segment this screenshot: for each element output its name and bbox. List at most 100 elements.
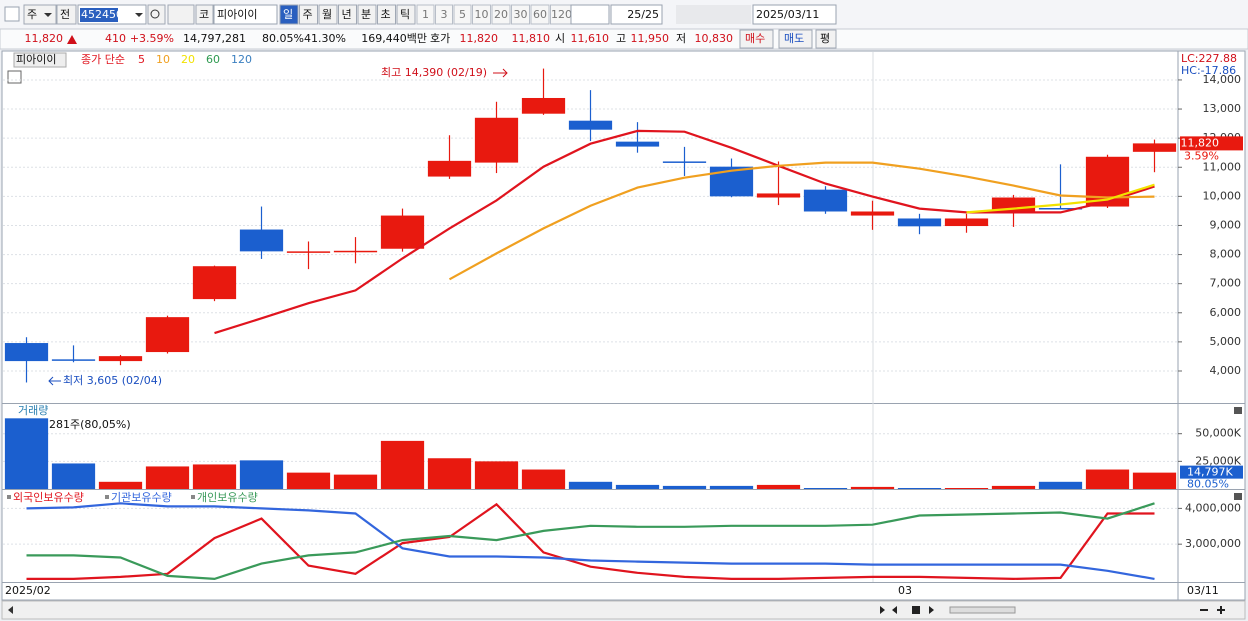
period-button[interactable] [377,4,396,25]
volume-bar [803,488,848,489]
zoom-slider[interactable] [949,606,1016,614]
candle-body [239,229,284,252]
volume-bar [991,485,1036,489]
buy-button[interactable] [739,29,774,49]
x-tick-label: 2025/02 [5,584,51,597]
select[interactable] [570,4,610,25]
candle-body [568,120,613,130]
sound-button[interactable] [167,4,195,25]
period-button[interactable] [279,4,299,25]
candle-body [145,317,190,353]
number-button[interactable] [511,4,530,25]
candle-body [474,117,519,163]
period-label: 월 [322,8,332,21]
candle-body [192,266,237,300]
candle-body [897,218,942,227]
sell: 매도 [784,32,804,45]
volume-bar [850,486,895,489]
y-tick-label: 10,000 [1203,189,1242,202]
market: 코 [199,8,209,21]
calc-icon[interactable] [7,70,22,84]
chart-title: 피아이이 [16,53,56,66]
period-label: 초 [381,8,391,21]
candle-body [380,215,425,249]
market-button[interactable] [195,4,214,25]
prev-button[interactable] [56,4,77,25]
period-button[interactable] [357,4,377,25]
volume-bar [756,484,801,489]
number-button[interactable] [453,4,472,25]
period-label: 분 [361,8,371,21]
date-box[interactable] [752,4,837,25]
stock-name-box [213,4,278,25]
avg-button[interactable] [815,29,837,49]
period-button[interactable] [318,4,338,25]
number-label: 10 [475,8,489,21]
y-tick-label: 11,000 [1203,160,1242,173]
current-volume-box [1180,465,1243,479]
volume-bar [474,461,519,489]
current-volume: 14,797K [1187,466,1233,479]
code: 452450 [81,8,123,21]
number-label: 3 [441,8,448,21]
count-box [610,4,663,25]
candle-body [521,97,566,114]
volume-bar [192,464,237,489]
search-icon [150,9,160,19]
line [26,502,1155,580]
title-box [13,52,67,68]
current-ratio: 80.05% [1187,478,1229,491]
candle-body [51,359,96,361]
volume-bar [662,485,707,489]
avg: 평 [820,32,830,45]
volume-bar [1132,472,1177,489]
line [26,502,1155,581]
legend-swatch [7,495,11,499]
date: 2025/03/11 [756,8,819,21]
high: 11,950 [631,32,670,45]
candle-body [98,356,143,362]
tool-icons[interactable] [676,5,751,24]
line [448,161,1155,281]
sell-button[interactable] [778,29,813,49]
period-button[interactable] [299,4,318,25]
number-button[interactable] [472,4,491,25]
volume-bar [380,440,425,489]
change-rate: +3.59% [130,32,174,45]
legend-title: 종가 단순 [81,53,125,66]
dropdown-arrow [44,13,52,17]
number-button[interactable] [491,4,511,25]
scroll-left[interactable] [8,606,13,614]
zoom-buttons[interactable] [1200,606,1225,614]
y-tick-label: 13,000 [1203,102,1242,115]
volume-bar [521,469,566,489]
line [214,129,1155,335]
legend-entry: 10 [156,53,170,66]
panel-close[interactable] [1234,407,1242,414]
candle-body [944,218,989,227]
period-label: 년 [342,8,352,21]
info-bar [0,28,1248,50]
number-button[interactable] [435,4,453,25]
low-label: 저 [676,32,686,45]
volume-bar [568,481,613,489]
hc-label: HC:-17.86 [1181,64,1236,77]
menu-icon[interactable] [4,6,20,22]
bid: 11,810 [512,32,551,45]
code-type-select[interactable] [23,4,57,25]
up-triangle [67,35,77,44]
volume-bar [1085,469,1130,489]
volume-bar [427,458,472,489]
period-button[interactable] [396,4,416,25]
number-button[interactable] [416,4,435,25]
search-button[interactable] [147,4,166,25]
legend-swatch [105,495,109,499]
price: 11,820 [25,32,64,45]
period-button[interactable] [338,4,357,25]
number-button[interactable] [530,4,550,25]
panel-close[interactable] [1234,493,1242,500]
volume-bar [1038,481,1083,489]
scrollbar[interactable] [1,600,1246,620]
volume-bar [615,484,660,489]
